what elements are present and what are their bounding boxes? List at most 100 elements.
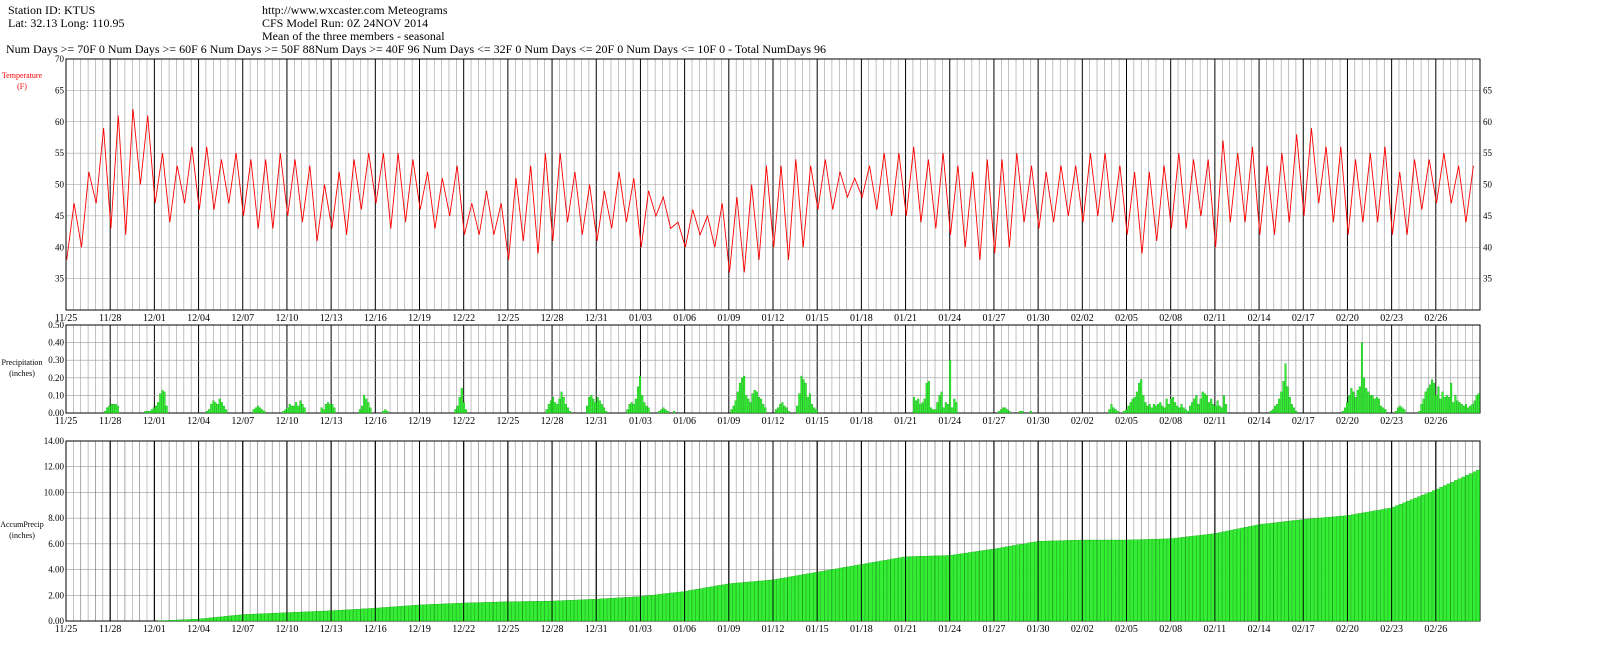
accum-bar — [356, 608, 361, 622]
precip-bar — [1191, 402, 1194, 414]
accum-bar — [1428, 491, 1432, 622]
accum-bar — [1026, 542, 1031, 622]
right-y-tick-label: 35 — [1483, 274, 1493, 284]
accum-bar — [437, 603, 442, 622]
precip-bar — [1426, 388, 1429, 414]
precip-bar — [288, 404, 291, 414]
precip-bar — [1182, 407, 1185, 414]
x-tick-label: 01/30 — [1027, 313, 1050, 324]
accum-bar — [1141, 539, 1145, 622]
x-tick-label: 12/28 — [541, 624, 564, 635]
accum-bar — [1074, 540, 1079, 622]
precip-bar — [1165, 398, 1168, 414]
precip-bar — [594, 402, 597, 414]
threshold-stats-text: Num Days >= 70F 0 Num Days >= 60F 6 Num … — [6, 42, 827, 56]
accum-bar — [1402, 502, 1407, 622]
accum-bar — [1192, 535, 1197, 622]
precip-bar — [1397, 407, 1400, 414]
precip-bar — [560, 391, 563, 414]
precip-bar — [1360, 342, 1363, 414]
accum-bar — [404, 605, 409, 622]
precip-bar — [1471, 404, 1474, 414]
accum-bar — [1019, 544, 1024, 622]
accum-bar — [956, 553, 961, 622]
precip-bar — [1197, 404, 1200, 414]
precip-bar — [1108, 409, 1111, 414]
accum-bar — [621, 597, 626, 622]
accum-bar — [883, 560, 887, 622]
precip-bar — [753, 389, 756, 414]
precip-bar — [1358, 386, 1361, 414]
accum-bar — [507, 601, 512, 622]
precip-bar — [259, 407, 262, 414]
precip-bar — [1424, 391, 1427, 414]
accum-bar — [769, 579, 773, 622]
site-link-text[interactable]: http://www.wxcaster.com Meteograms — [262, 3, 448, 17]
precip-bar — [1142, 395, 1145, 414]
x-tick-label: 12/01 — [143, 416, 166, 427]
accum-bar — [1126, 539, 1131, 622]
x-tick-label: 02/23 — [1380, 313, 1403, 324]
precip-bar — [938, 395, 941, 414]
precip-bar — [1343, 407, 1346, 414]
precip-bar — [741, 377, 744, 414]
accum-bar — [216, 616, 221, 622]
accum-bar — [640, 596, 644, 622]
x-tick-label: 02/08 — [1159, 313, 1182, 324]
precip-bar — [596, 397, 599, 414]
precip-bar — [804, 382, 807, 414]
x-tick-label: 02/05 — [1115, 313, 1138, 324]
precip-bar — [464, 409, 468, 414]
precip-bar — [1288, 397, 1291, 414]
accum-bar — [610, 598, 615, 622]
precip-bar — [155, 405, 158, 414]
x-tick-label: 01/24 — [938, 416, 961, 427]
y-axis-title: (inches) — [9, 369, 35, 378]
accum-bar — [1200, 534, 1204, 622]
x-tick-label: 12/22 — [452, 416, 475, 427]
accum-bar — [728, 583, 733, 622]
accum-bar — [1056, 540, 1061, 622]
x-tick-label: 12/31 — [585, 416, 608, 427]
accum-bar — [393, 606, 398, 622]
x-tick-label: 01/21 — [894, 624, 917, 635]
accum-bar — [492, 601, 497, 622]
accum-bar — [1041, 540, 1046, 622]
precip-bar — [946, 404, 949, 414]
accum-bar — [423, 604, 427, 622]
accum-bar — [1343, 515, 1348, 622]
accum-bar — [198, 618, 203, 622]
accum-bar — [887, 559, 891, 622]
precip-bar — [1399, 405, 1402, 414]
accum-bar — [518, 601, 523, 622]
y-tick-label: 0.40 — [48, 338, 64, 348]
accum-bar — [702, 587, 707, 622]
precip-bar — [1135, 391, 1138, 414]
precip-bar — [157, 402, 160, 414]
precip-bar — [1456, 400, 1459, 414]
accum-bar — [997, 547, 1002, 622]
precip-bar — [1354, 397, 1357, 414]
precip-bar — [934, 409, 937, 414]
accum-bar — [179, 619, 184, 622]
accum-bar — [655, 594, 659, 622]
precip-bar — [333, 407, 336, 414]
accum-bar — [1468, 473, 1473, 622]
precip-bar — [293, 405, 296, 414]
precip-bar — [1350, 388, 1353, 414]
precip-bar — [290, 405, 293, 414]
x-tick-label: 02/05 — [1115, 624, 1138, 635]
precip-bar — [558, 398, 561, 414]
accum-bar — [1236, 528, 1241, 622]
x-tick-label: 11/28 — [99, 624, 121, 635]
accum-bar — [360, 608, 365, 622]
accum-bars — [157, 469, 1480, 622]
accum-bar — [1424, 493, 1429, 622]
accum-bar — [1306, 518, 1311, 622]
accum-bar — [246, 614, 250, 622]
accum-bar — [577, 599, 582, 622]
accum-bar — [979, 550, 983, 622]
accum-bar — [1255, 524, 1259, 622]
accum-bar — [1387, 508, 1392, 622]
